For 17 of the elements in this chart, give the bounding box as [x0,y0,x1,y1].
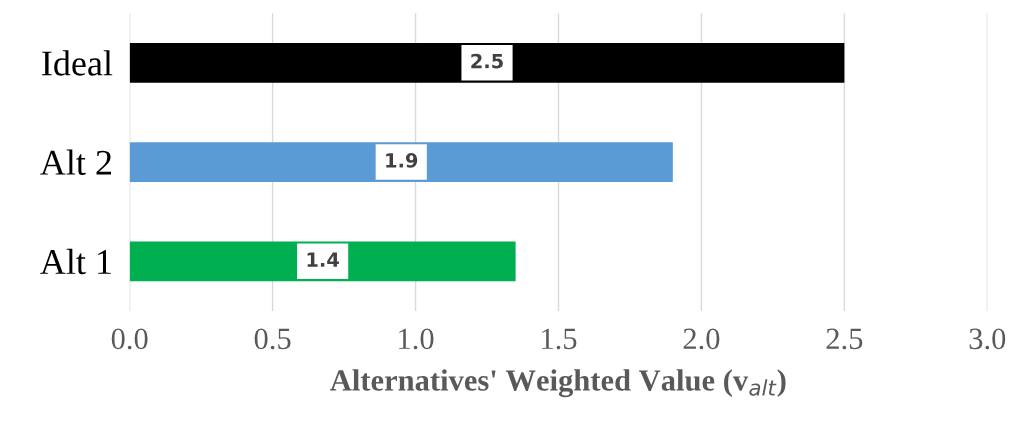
x-tick-label: 0.5 [254,328,291,350]
bar [129,241,516,282]
y-tick-label: Alt 1 [40,248,111,275]
x-tick-label: 3.0 [969,328,1006,350]
x-tick-label: 1.0 [399,328,434,350]
data-label: 1.4 [307,252,339,267]
x-tick-label: 1.5 [542,328,577,350]
data-label: 1.9 [386,153,418,168]
x-tick-label: 0.0 [111,328,148,350]
data-label: 2.5 [471,53,503,69]
bar [129,142,673,182]
y-tick-label: Alt 2 [40,149,112,175]
x-tick-label: 2.5 [826,328,863,350]
x-axis-title: Alternatives' Weighted Value (v$_{alt}$) [330,369,786,398]
x-tick-label: 2.0 [683,328,720,350]
bar [129,42,845,83]
y-tick-label: Ideal [42,50,113,76]
